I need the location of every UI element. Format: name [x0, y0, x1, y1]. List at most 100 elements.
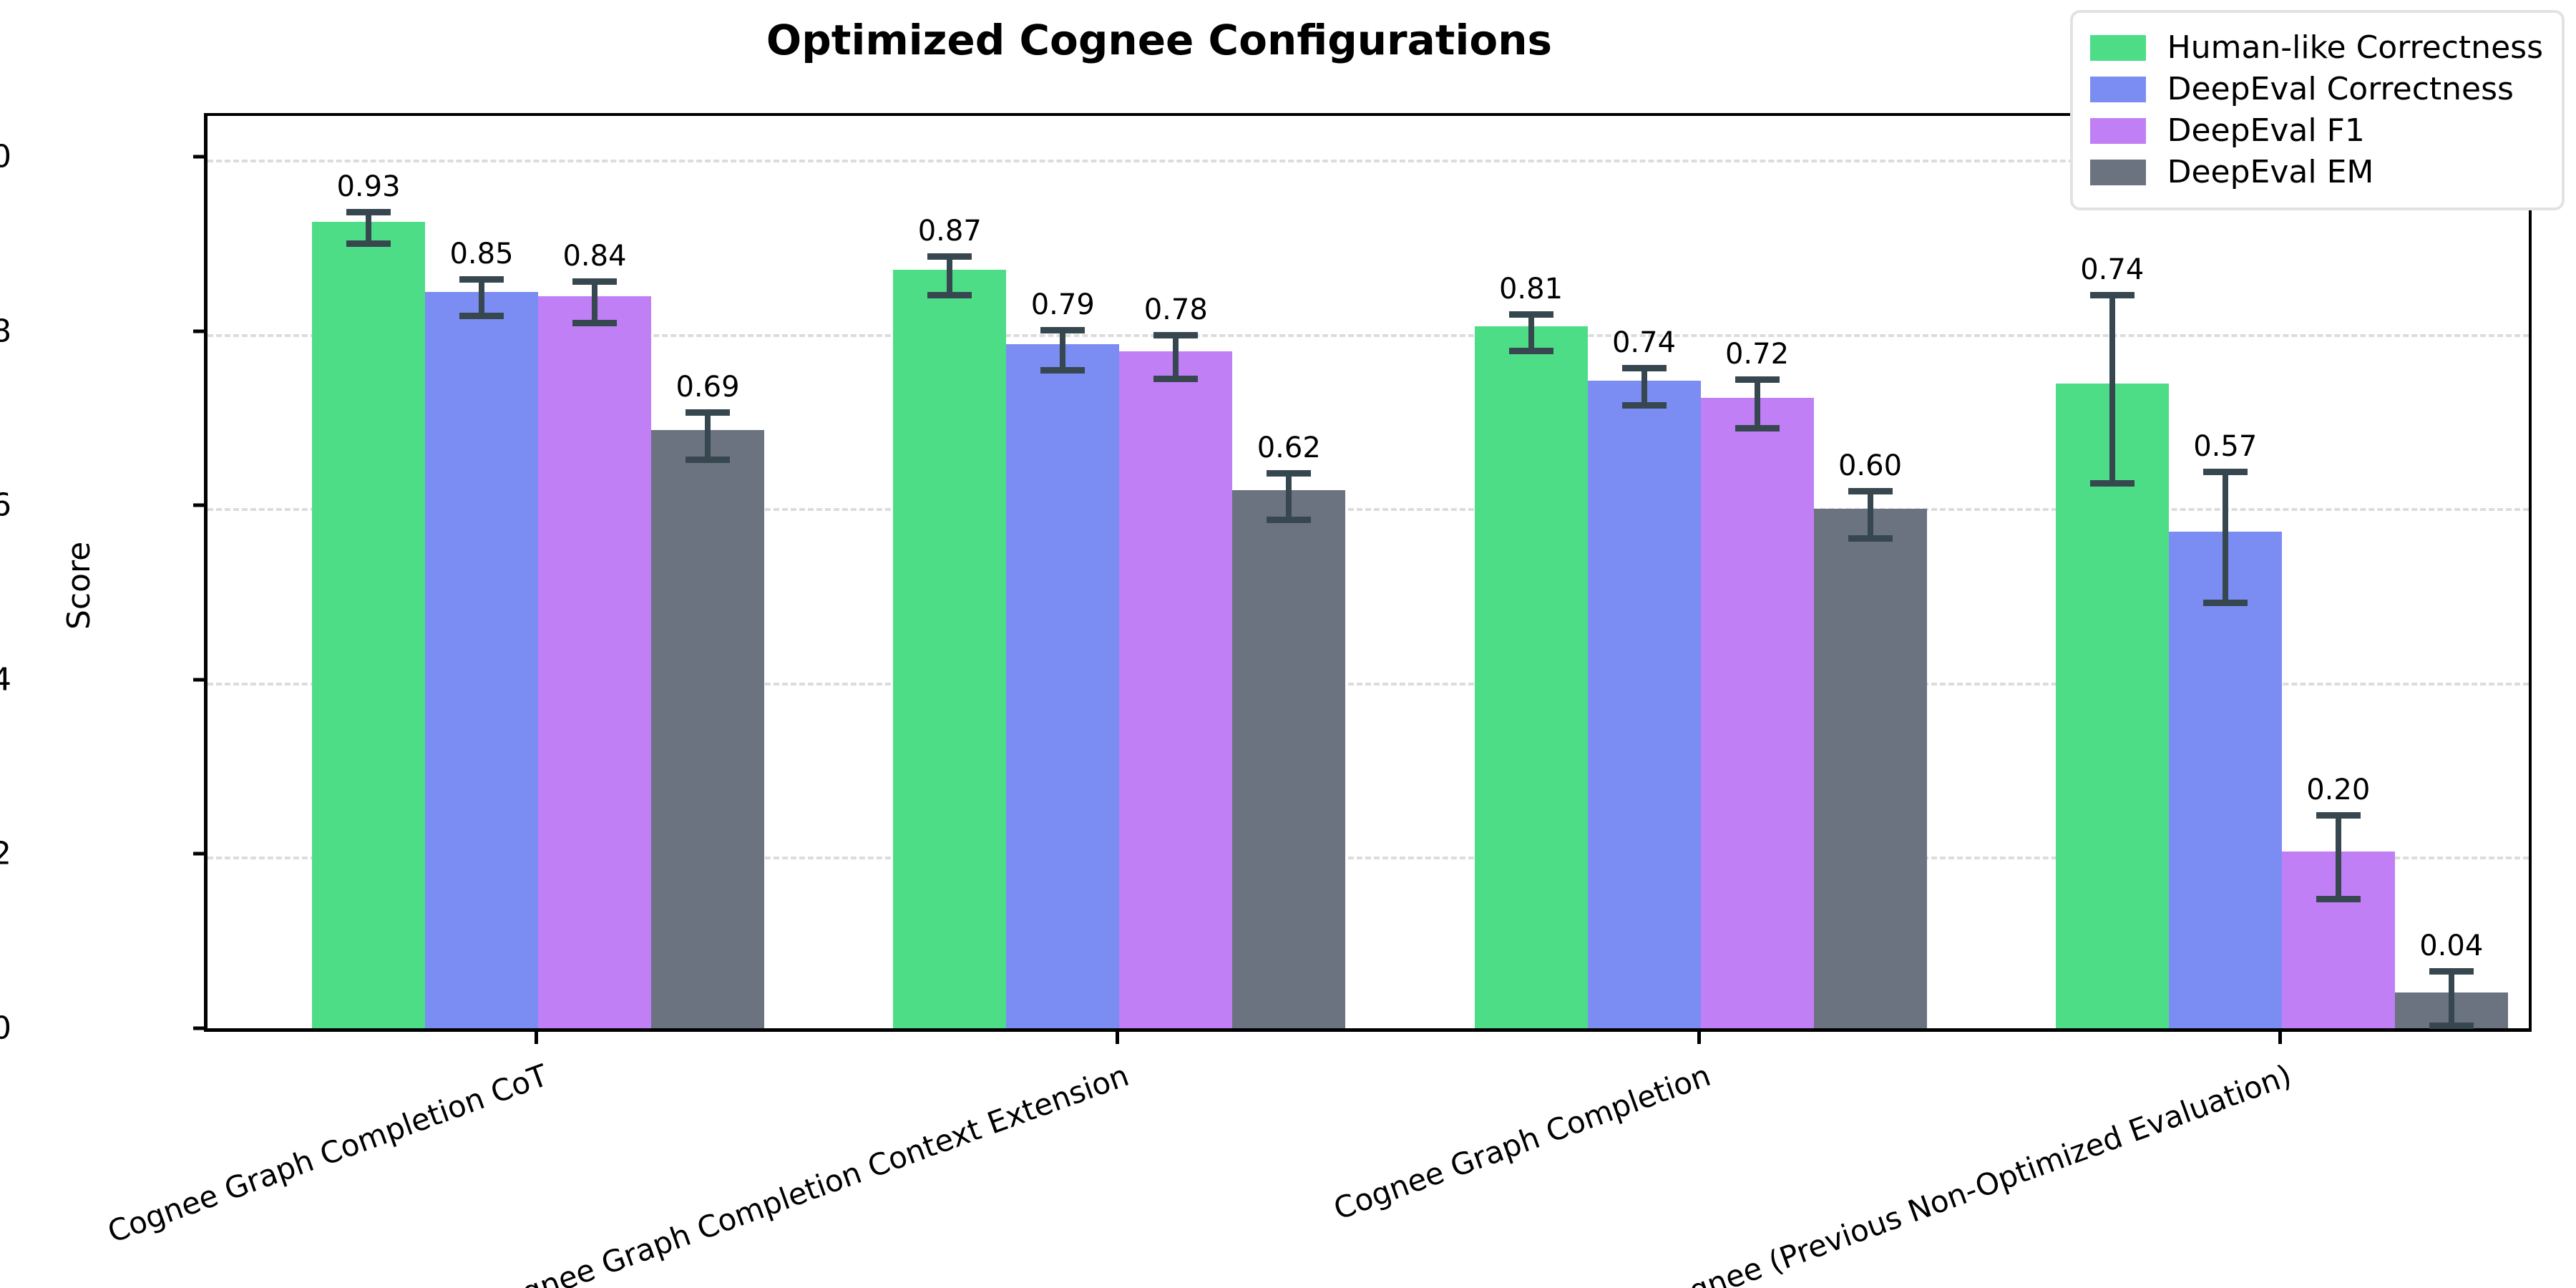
legend-item[interactable]: DeepEval F1 [2089, 110, 2543, 152]
error-bar [592, 278, 597, 321]
legend-label: DeepEval EM [2167, 154, 2374, 190]
bar-value-label: 0.72 [1724, 338, 1790, 371]
bar-value-label: 0.60 [1838, 449, 1903, 483]
x-tick-mark [1116, 1032, 1120, 1044]
error-bar-cap-top [2202, 469, 2248, 476]
error-bar-cap-top [1508, 311, 1553, 318]
bar-value-label: 0.20 [2306, 774, 2371, 807]
error-bar-cap-bottom [1508, 348, 1553, 354]
gridline [208, 159, 2529, 162]
error-bar [2335, 812, 2341, 897]
error-bar-cap-top [459, 276, 504, 283]
error-bar-cap-top [1153, 332, 1199, 339]
error-bar-cap-bottom [2089, 480, 2135, 487]
gridline [208, 508, 2529, 512]
bar-value-label: 0.04 [2419, 930, 2484, 963]
legend-item[interactable]: Human-like Correctness [2089, 27, 2543, 69]
error-bar-cap-bottom [1267, 517, 1312, 524]
gridline [208, 682, 2529, 686]
bar[interactable] [1119, 351, 1233, 1028]
error-bar-cap-bottom [686, 457, 730, 464]
bar-value-label: 0.81 [1498, 272, 1563, 306]
error-bar-cap-top [2316, 812, 2361, 819]
bar[interactable] [1474, 326, 1588, 1028]
bar-value-label: 0.87 [917, 215, 982, 248]
bar[interactable] [1813, 509, 1927, 1028]
y-tick-mark [193, 329, 205, 333]
error-bar [2448, 968, 2454, 1023]
x-tick-mark [535, 1032, 538, 1044]
bar[interactable] [1700, 398, 1814, 1028]
legend-swatch-icon [2089, 160, 2146, 185]
error-bar-cap-bottom [2202, 600, 2248, 607]
x-tick-mark [2278, 1032, 2282, 1044]
error-bar [1286, 469, 1292, 517]
chart-legend: Human-like Correctness DeepEval Correctne… [2069, 10, 2565, 210]
bar-value-label: 0.78 [1143, 293, 1208, 327]
legend-item[interactable]: DeepEval Correctness [2089, 69, 2543, 110]
error-bar-cap-top [1848, 488, 1893, 495]
error-bar-cap-top [1267, 469, 1312, 477]
bar[interactable] [893, 270, 1007, 1028]
y-axis-label: Score [61, 541, 97, 630]
bar[interactable] [1587, 380, 1701, 1028]
error-bar-cap-bottom [1621, 401, 1667, 409]
bar[interactable] [312, 222, 425, 1028]
error-bar-cap-top [346, 209, 391, 216]
x-tick-label: Cognee Graph Completion Context Extensio… [480, 1058, 1134, 1288]
gridline [208, 333, 2529, 337]
error-bar-cap-top [1735, 376, 1780, 384]
bar[interactable] [2055, 383, 2169, 1028]
bar-value-label: 0.62 [1257, 431, 1321, 464]
y-tick-mark [193, 852, 205, 856]
y-tick-mark [193, 678, 205, 682]
y-tick-label: 1.0 [0, 138, 11, 175]
legend-item[interactable]: DeepEval EM [2089, 152, 2543, 193]
error-bar-cap-top [927, 253, 972, 260]
gridline [208, 857, 2529, 860]
bar[interactable] [1232, 490, 1346, 1028]
error-bar [1173, 332, 1179, 376]
error-bar-cap-bottom [1153, 375, 1199, 382]
bar[interactable] [651, 430, 764, 1028]
bar-value-label: 0.57 [2193, 430, 2258, 464]
error-bar [705, 409, 711, 457]
legend-swatch-icon [2089, 118, 2146, 144]
y-tick-label: 0.4 [0, 661, 11, 698]
bar[interactable] [425, 291, 538, 1028]
bar-value-label: 0.69 [675, 371, 740, 404]
error-bar-cap-bottom [346, 240, 391, 248]
error-bar [479, 276, 484, 313]
error-bar [366, 209, 371, 241]
y-tick-label: 0.0 [0, 1010, 11, 1047]
error-bar-cap-bottom [1848, 535, 1893, 542]
error-bar-cap-top [2429, 968, 2474, 975]
error-bar-cap-top [686, 409, 730, 416]
plot-inner: 0.93 0.85 0.84 0.69 0.87 0.79 0.78 0.62 0.81 0.74… [208, 116, 2529, 1029]
y-tick-mark [193, 155, 205, 159]
error-bar-cap-bottom [1735, 425, 1780, 432]
bar[interactable] [1006, 343, 1120, 1028]
bar[interactable] [538, 296, 651, 1028]
x-tick-label: Cognee Graph Completion [1328, 1058, 1715, 1227]
error-bar-cap-top [1040, 326, 1085, 333]
error-bar [947, 253, 953, 293]
legend-label: DeepEval F1 [2167, 112, 2365, 149]
error-bar-cap-top [572, 278, 617, 285]
y-tick-label: 0.8 [0, 313, 11, 350]
error-bar-cap-bottom [1040, 366, 1085, 374]
bar-value-label: 0.84 [562, 239, 627, 273]
error-bar-cap-bottom [927, 292, 972, 299]
error-bar [1867, 488, 1873, 535]
bar[interactable] [2168, 531, 2282, 1028]
error-bar-cap-bottom [572, 320, 617, 327]
x-tick-label: Cognee (Previous Non-Optimized Evaluatio… [1646, 1058, 2296, 1288]
legend-swatch-icon [2089, 77, 2146, 102]
bar-value-label: 0.74 [2080, 253, 2145, 287]
bar-value-label: 0.93 [336, 170, 401, 204]
error-bar-cap-top [2089, 292, 2135, 299]
legend-swatch-icon [2089, 35, 2146, 61]
x-tick-mark [1697, 1032, 1701, 1044]
error-bar [1641, 365, 1647, 402]
